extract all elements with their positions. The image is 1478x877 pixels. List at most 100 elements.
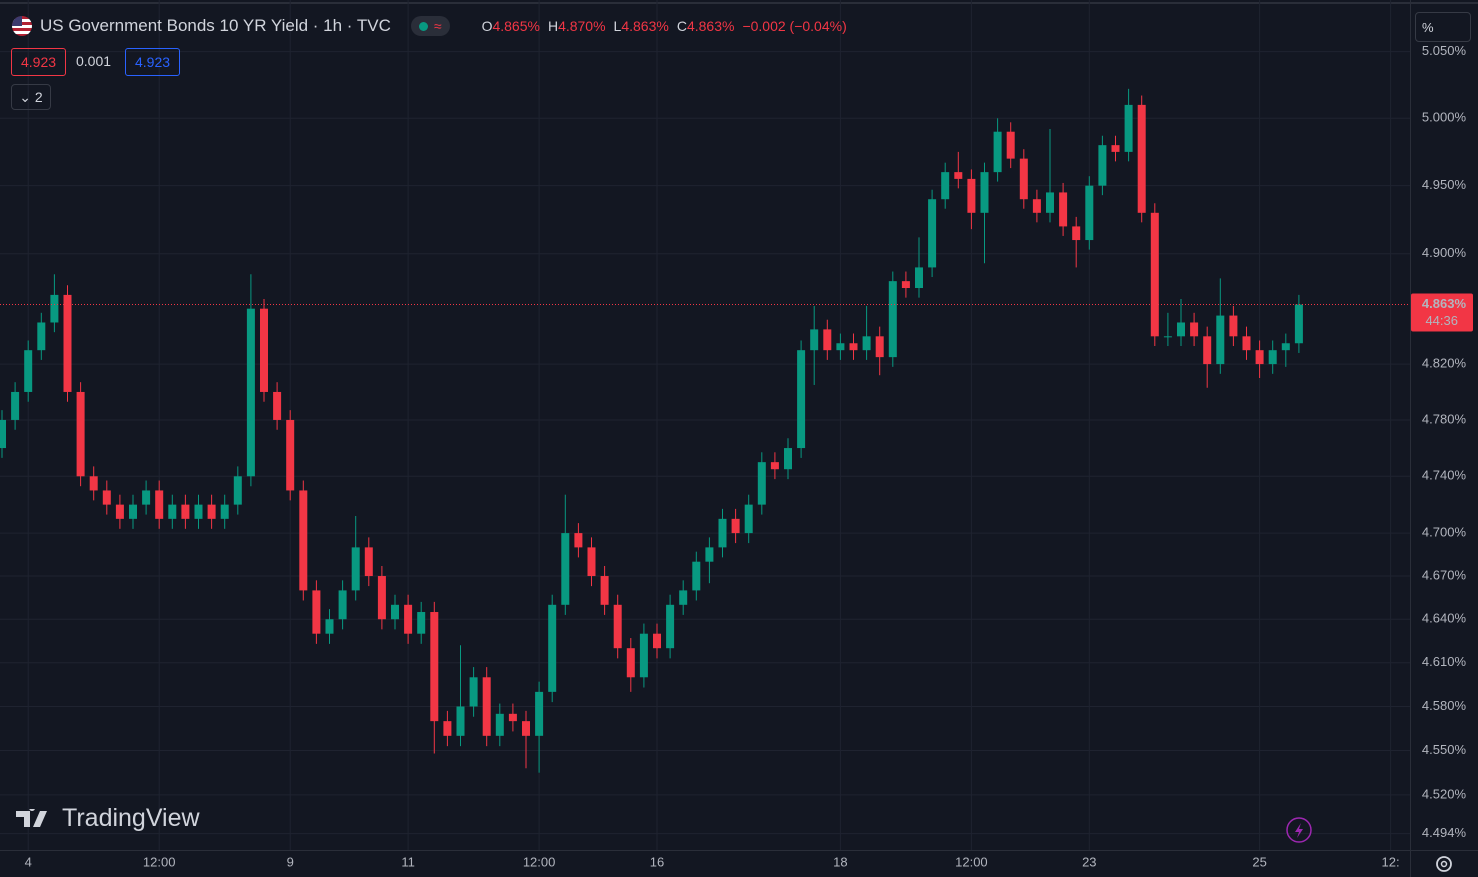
candle-body — [0, 419, 6, 449]
candle-body — [862, 336, 871, 351]
candle-body — [142, 490, 151, 505]
candle-body — [1281, 343, 1290, 351]
candle-body — [770, 462, 779, 470]
x-tick-label: 12:00 — [143, 854, 176, 869]
candle-body — [430, 612, 439, 722]
x-tick-label: 25 — [1252, 854, 1266, 869]
y-tick-label: 4.820% — [1422, 356, 1467, 371]
scale-unit[interactable]: % — [1415, 12, 1471, 42]
spread: 0.001 — [76, 53, 112, 69]
candle-body — [168, 504, 177, 519]
candle-body — [508, 713, 517, 722]
logo-mark — [16, 808, 47, 827]
candle-body — [377, 576, 386, 620]
x-tick-label: 12:00 — [955, 854, 988, 869]
y-tick-label: 4.640% — [1422, 611, 1467, 626]
x-tick-label: 12: — [1382, 854, 1400, 869]
x-tick-label: 16 — [650, 854, 664, 869]
candle-body — [692, 561, 701, 591]
candle-body — [731, 518, 740, 534]
sell-box[interactable]: 4.923 — [11, 48, 67, 76]
x-tick-label: 9 — [287, 854, 294, 869]
candle-body — [1190, 322, 1199, 337]
candle-body — [1177, 322, 1185, 337]
ohlc-value: 4.865% — [492, 18, 540, 34]
candle-body — [325, 619, 334, 634]
candle-body — [639, 633, 648, 678]
candle-body — [744, 504, 753, 534]
candle-body — [495, 713, 504, 736]
candle-body — [11, 391, 20, 420]
y-tick-label: 4.740% — [1422, 468, 1467, 483]
candle-body — [115, 504, 124, 519]
candle-body — [312, 590, 321, 634]
candle-body — [810, 329, 819, 351]
candle-body — [1019, 158, 1028, 200]
candle-body — [1085, 185, 1094, 241]
settings-icon — [1436, 856, 1452, 872]
candle-body — [1216, 315, 1225, 365]
candle-body — [129, 504, 137, 519]
candle-body — [901, 281, 910, 289]
ohlc-value: 4.863% — [686, 18, 735, 34]
ohlc-value: 4.863% — [621, 18, 669, 34]
candle-body — [1268, 350, 1277, 365]
candle-body — [246, 308, 255, 477]
candle-body — [535, 691, 544, 736]
candle-body — [915, 267, 923, 289]
candle-body — [404, 604, 413, 634]
collapse-count: 2 — [34, 89, 43, 105]
candle-body — [836, 343, 845, 351]
y-tick-label: 4.610% — [1422, 654, 1467, 669]
candle-body — [600, 576, 609, 605]
candle-body — [980, 172, 989, 213]
candle-body — [351, 547, 360, 591]
candle-body — [784, 448, 792, 470]
candle-body — [954, 172, 963, 179]
y-tick-label: 4.670% — [1422, 567, 1467, 582]
countdown: 44:36 — [1425, 313, 1458, 328]
candle-body — [875, 336, 884, 358]
last-price-label: 4.863% — [1422, 296, 1467, 311]
candle-body — [194, 504, 203, 519]
chart-title[interactable]: US Government Bonds 10 YR Yield · 1h · T… — [40, 16, 391, 35]
status-pill[interactable]: ≈ — [410, 16, 450, 36]
y-tick-label: 4.494% — [1422, 825, 1467, 840]
collapse-button[interactable]: ⌄ 2 — [11, 84, 51, 110]
candle-body — [1163, 336, 1172, 338]
candle-body — [1098, 145, 1107, 186]
lightning-icon — [1286, 817, 1312, 843]
candle-body — [299, 490, 308, 591]
ohlc-legend: O4.865% H4.870% L4.863% C4.863% −0.002 (−0.0… — [482, 18, 847, 34]
ohlc-item: C4.863% — [677, 18, 735, 34]
candle-body — [469, 677, 478, 707]
buy-box[interactable]: 4.923 — [125, 48, 181, 76]
logo: TradingView — [16, 804, 200, 833]
y-tick-label: 5.050% — [1422, 43, 1467, 58]
candle-body — [666, 604, 675, 649]
x-tick-label: 4 — [25, 854, 32, 869]
candle-body — [823, 329, 832, 351]
candle-body — [1242, 336, 1251, 351]
candle-body — [797, 350, 806, 449]
candle-body — [220, 504, 229, 519]
candle-body — [456, 706, 465, 736]
candle-body — [1203, 336, 1212, 365]
ohlc-value: 4.870% — [558, 18, 606, 34]
candle-body — [364, 547, 373, 577]
candle-body — [653, 633, 661, 649]
candle-body — [233, 476, 242, 505]
y-tick-label: 4.780% — [1422, 411, 1467, 426]
candle-body — [1046, 192, 1054, 213]
logo-text: TradingView — [62, 804, 200, 832]
candle-body — [626, 648, 635, 678]
candle-body — [993, 131, 1002, 173]
candle-body — [338, 590, 347, 620]
candle-body — [1124, 104, 1133, 152]
candle-body — [967, 178, 976, 213]
candle-body — [705, 547, 714, 562]
candle-body — [76, 391, 85, 477]
candle-body — [1006, 131, 1015, 159]
